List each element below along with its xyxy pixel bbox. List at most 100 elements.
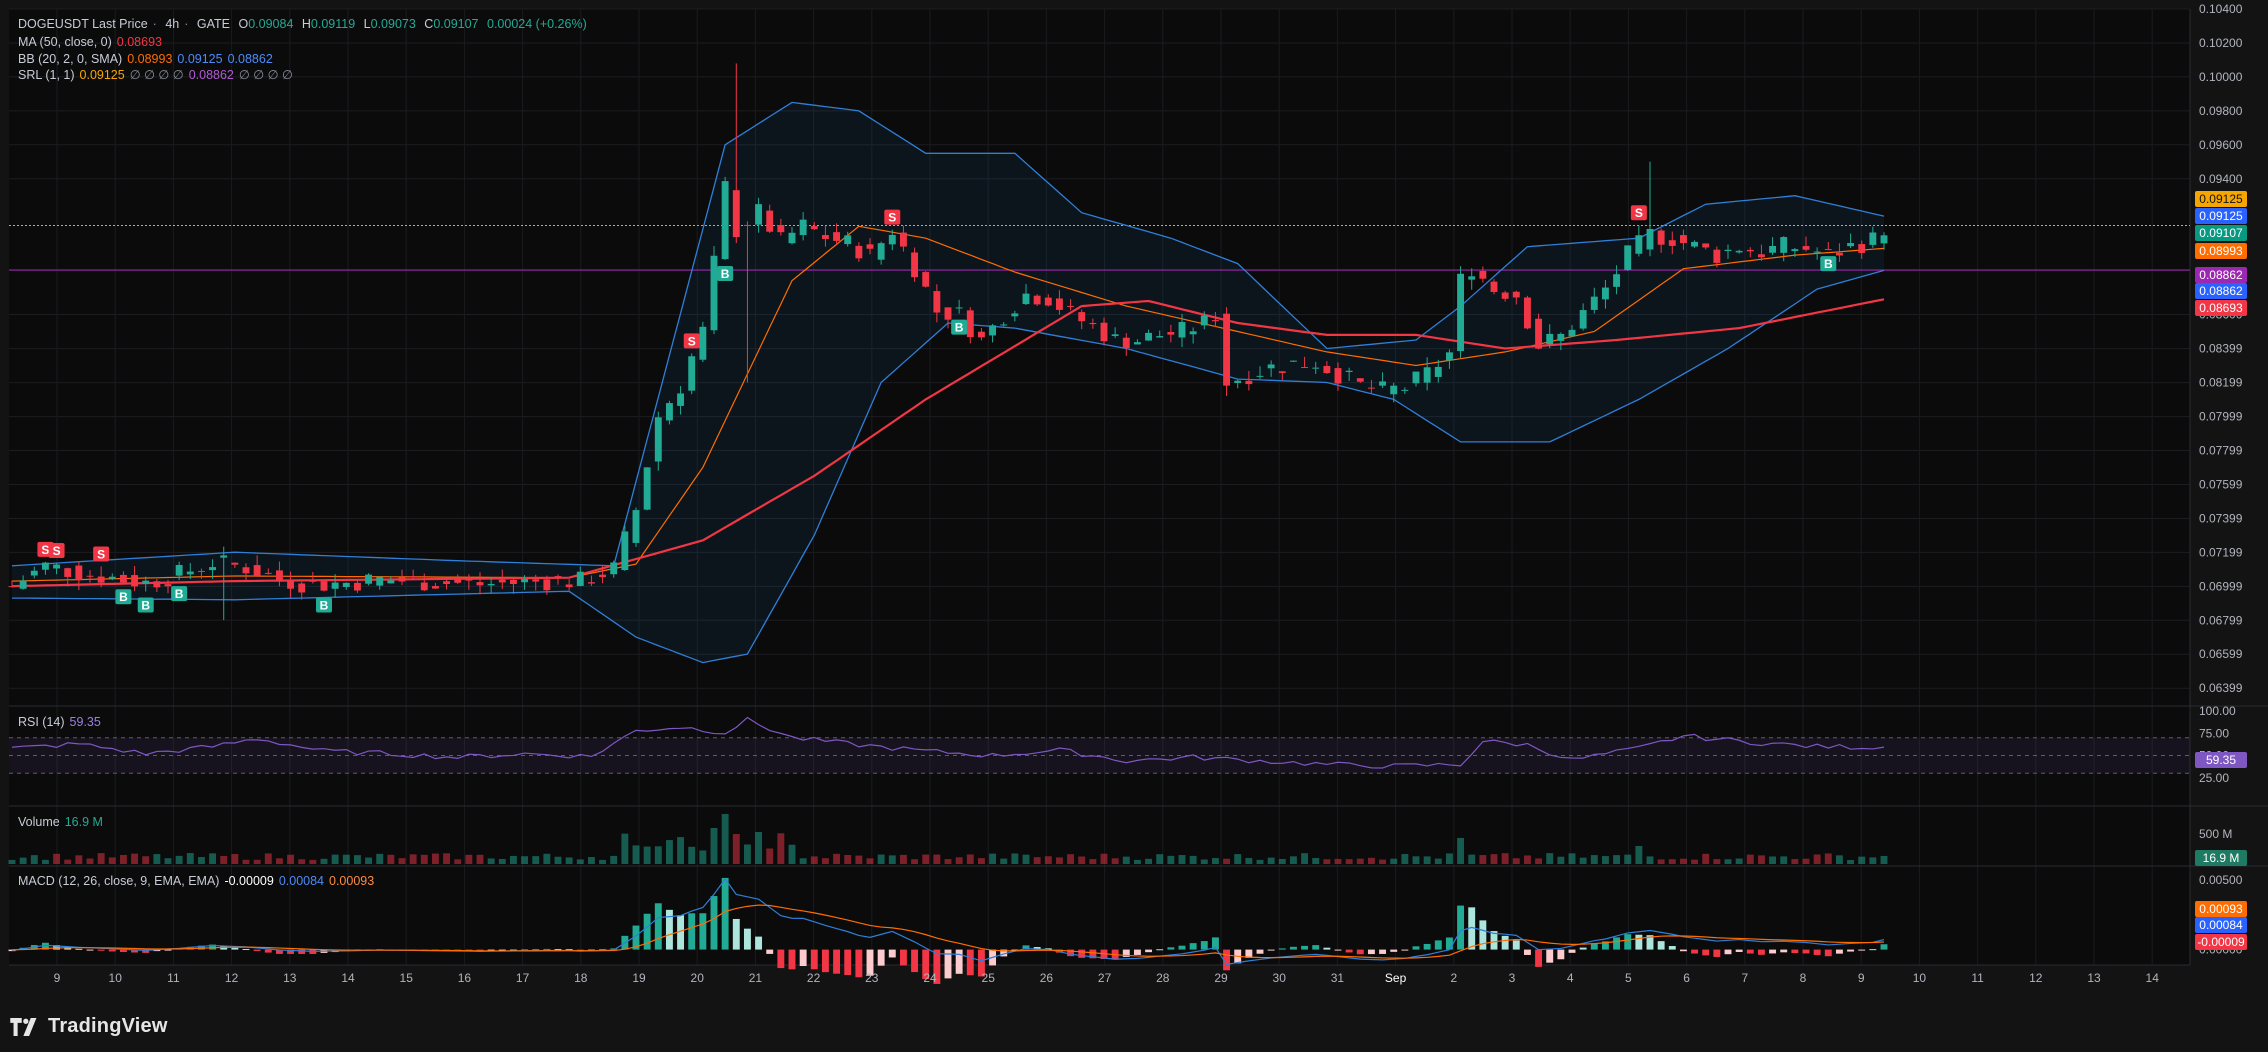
candle-body xyxy=(108,576,116,579)
macd-histogram-bar xyxy=(1334,949,1342,951)
volume-bar xyxy=(1490,854,1498,864)
symbol-label[interactable]: DOGEUSDT Last Price xyxy=(18,17,148,31)
candle-body xyxy=(353,582,361,591)
legend-bb[interactable]: BB (20, 2, 0, SMA) 0.08993 0.09125 0.08862 xyxy=(18,51,278,67)
volume-bar xyxy=(353,855,361,864)
rsi-pane xyxy=(9,716,2190,774)
badge-text: 0.00084 xyxy=(2199,918,2243,932)
macd-histogram-bar xyxy=(1301,945,1309,950)
marker-label: B xyxy=(721,267,730,281)
macd-histogram-bar xyxy=(1189,943,1197,950)
candle-body xyxy=(331,582,339,589)
macd-histogram-bar xyxy=(665,909,673,950)
volume-bar xyxy=(1011,853,1019,864)
volume-bar xyxy=(8,859,16,864)
buy-signal-marker: B xyxy=(1820,256,1837,272)
volume-bar xyxy=(966,854,974,864)
volume-bar xyxy=(443,853,451,864)
volume-bar xyxy=(1178,855,1186,864)
macd-histogram-bar xyxy=(476,949,484,951)
macd-pane xyxy=(8,877,1888,984)
bollinger-band-fill xyxy=(12,102,1884,663)
exchange-label: GATE xyxy=(196,17,230,31)
volume-bar xyxy=(1401,854,1409,864)
interval-label[interactable]: 4h xyxy=(165,17,180,31)
macd-badge: 0.00084 xyxy=(2195,917,2247,933)
candle-body xyxy=(86,575,94,577)
volume-bar xyxy=(1033,857,1041,864)
sell-signal-marker: S xyxy=(1630,205,1647,221)
chart-pane-background xyxy=(9,9,2190,965)
legend-ma[interactable]: MA (50, close, 0) 0.08693 xyxy=(18,34,167,50)
volume-bar xyxy=(1223,858,1231,864)
volume-bar xyxy=(209,853,217,864)
volume-bar xyxy=(1457,838,1465,864)
time-tick-label: 24 xyxy=(923,971,937,985)
volume-bar xyxy=(108,857,116,864)
volume-bar xyxy=(64,859,72,864)
macd-histogram-bar xyxy=(1512,940,1520,950)
srl-label: SRL (1, 1) xyxy=(18,68,75,82)
time-tick-label: 22 xyxy=(807,971,821,985)
volume-bar xyxy=(1067,854,1075,864)
candle-body xyxy=(677,393,685,406)
candle-body xyxy=(1512,291,1520,298)
badge-box xyxy=(2195,901,2247,917)
candle-body xyxy=(1646,228,1654,250)
macd-histogram-bar xyxy=(1011,949,1019,951)
volume-bar xyxy=(665,840,673,864)
volume-bar xyxy=(487,858,495,864)
macd-histogram-bar xyxy=(777,949,785,969)
legend-rsi[interactable]: RSI (14) 59.35 xyxy=(18,714,106,730)
candle-body xyxy=(1691,241,1699,247)
volume-bar xyxy=(1122,856,1130,864)
candle-body xyxy=(1412,371,1420,384)
candle-body xyxy=(275,570,283,581)
price-tick-label: 0.07599 xyxy=(2199,477,2243,491)
candle-body xyxy=(1613,274,1621,287)
volume-bar xyxy=(799,858,807,864)
macd-histogram-bar xyxy=(1702,949,1710,956)
candle-body xyxy=(844,235,852,245)
macd-histogram-bar xyxy=(1479,920,1487,950)
macd-histogram-bar xyxy=(632,925,640,950)
macd-histogram-bar xyxy=(1211,937,1219,950)
volume-bar xyxy=(19,857,27,864)
tradingview-brand[interactable]: TradingView xyxy=(10,1015,168,1038)
volume-bar xyxy=(119,854,127,864)
volume-bar xyxy=(142,856,150,864)
volume-bar xyxy=(1590,855,1598,864)
candle-body xyxy=(699,326,707,360)
candle-body xyxy=(1501,292,1509,299)
candle-body xyxy=(1067,305,1075,307)
time-tick-label: 16 xyxy=(458,971,472,985)
candle-body xyxy=(1011,313,1019,317)
time-tick-label: 8 xyxy=(1800,971,1807,985)
macd-histogram-bar xyxy=(1122,949,1130,957)
volume-bar xyxy=(632,845,640,864)
candle-body xyxy=(186,571,194,575)
macd-histogram-bar xyxy=(1791,949,1799,954)
macd-histogram-bar xyxy=(1423,943,1431,950)
candle-body xyxy=(1390,385,1398,395)
macd-histogram-bar xyxy=(1813,949,1821,955)
candle-body xyxy=(899,232,907,247)
candle-body xyxy=(1679,235,1687,243)
macd-histogram-bar xyxy=(710,896,718,950)
macd-histogram-bar xyxy=(587,949,595,951)
volume-bar xyxy=(1445,853,1453,864)
candle-body xyxy=(576,571,584,586)
candle-body xyxy=(465,579,473,581)
volume-bar xyxy=(1479,855,1487,864)
volume-bar xyxy=(1746,854,1754,864)
candle-body xyxy=(175,565,183,576)
badge-box xyxy=(2195,283,2247,299)
legend-macd[interactable]: MACD (12, 26, close, 9, EMA, EMA) -0.0000… xyxy=(18,873,379,889)
high-value: 0.09119 xyxy=(310,17,356,31)
badge-box xyxy=(2195,243,2247,259)
legend-srl[interactable]: SRL (1, 1) 0.09125 ∅ ∅ ∅ ∅ 0.08862 ∅ ∅ ∅ ∅ xyxy=(18,67,298,83)
volume-bar xyxy=(454,859,462,864)
legend-volume[interactable]: Volume 16.9 M xyxy=(18,814,108,830)
